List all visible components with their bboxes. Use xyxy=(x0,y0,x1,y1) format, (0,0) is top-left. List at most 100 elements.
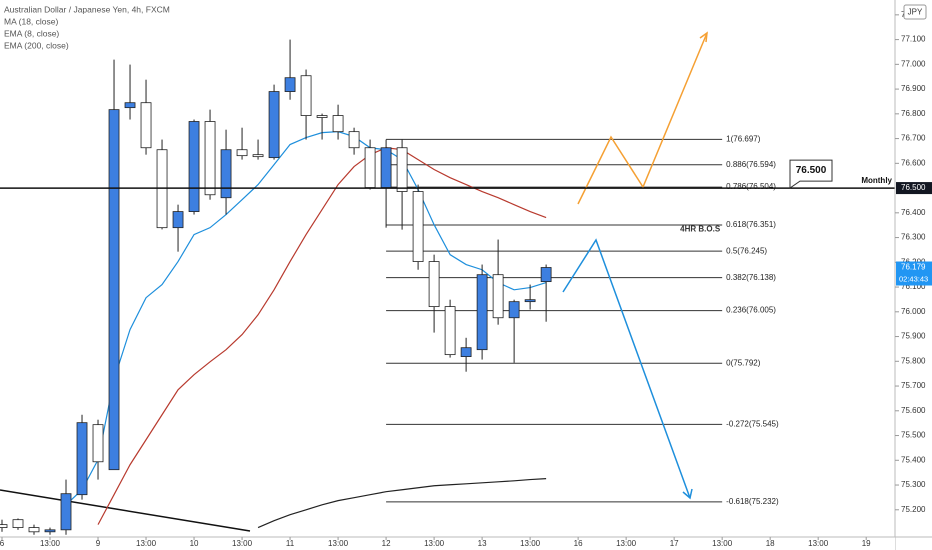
candle-body xyxy=(396,147,408,192)
axes: 77.20077.10077.00076.90076.80076.70076.6… xyxy=(0,10,932,548)
fib-levels: 1(76.697) 0.886(76.594) 0.786(76.504) 0.618… xyxy=(386,134,779,506)
overlay: 4HR B.O.S MA (18, close) EMA (8, close) EMA… xyxy=(0,16,895,233)
monthly-axis-label: 76.500 xyxy=(901,183,926,192)
candle-body xyxy=(412,191,424,262)
candle-body xyxy=(92,424,104,463)
fib-label: 0.382(76.138) xyxy=(726,273,776,282)
candle-body xyxy=(204,121,216,196)
callout-box xyxy=(789,159,833,190)
indicator-line xyxy=(97,147,547,525)
last-price-label: 76.179 xyxy=(901,263,926,272)
candle-body xyxy=(252,154,264,158)
y-tick-label: 76.400 xyxy=(901,208,926,217)
fib-label: 1(76.697) xyxy=(726,134,761,143)
y-tick-label: 75.200 xyxy=(901,505,926,514)
y-tick-label: 77.000 xyxy=(901,59,926,68)
indicator-line xyxy=(257,477,547,529)
projection-down xyxy=(562,238,691,499)
candle-body xyxy=(348,131,360,149)
fib-label: -0.272(75.545) xyxy=(726,420,779,429)
currency-box xyxy=(903,4,927,20)
y-tick-label: 76.900 xyxy=(901,84,926,93)
fib-label: 0.5(76.245) xyxy=(726,246,767,255)
candle-body xyxy=(492,274,504,319)
monthly-label: Monthly xyxy=(861,176,892,185)
legend-entry: EMA (8, close) xyxy=(4,28,59,38)
candle-body xyxy=(476,274,488,351)
x-tick-label: 13:00 xyxy=(520,539,541,548)
candle-body xyxy=(124,102,136,109)
x-tick-label: 13:00 xyxy=(424,539,445,548)
y-tick-label: 76.700 xyxy=(901,134,926,143)
candle-body xyxy=(316,115,328,118)
legend-entry: EMA (200, close) xyxy=(4,40,69,50)
fib-label: 0.786(76.504) xyxy=(726,182,776,191)
y-tick-label: 76.800 xyxy=(901,109,926,118)
callout-label: 76.500 xyxy=(796,165,827,176)
candle-body xyxy=(188,121,200,212)
projection-up xyxy=(577,32,708,205)
x-tick-label: 13:00 xyxy=(328,539,349,548)
chart-title: Australian Dollar / Japanese Yen, 4h, FX… xyxy=(4,4,170,14)
candle-body xyxy=(108,109,120,471)
candle-body xyxy=(380,147,392,188)
x-tick-label: 17 xyxy=(670,539,679,548)
y-tick-label: 76.000 xyxy=(901,307,926,316)
fib-label: 0(75.792) xyxy=(726,358,761,367)
indicators xyxy=(65,131,547,529)
time-axis xyxy=(0,537,895,550)
countdown: 02:43:43 xyxy=(899,274,928,283)
x-tick-label: 10 xyxy=(190,539,199,548)
y-tick-label: 76.300 xyxy=(901,233,926,242)
fib-label: 0.886(76.594) xyxy=(726,160,776,169)
x-tick-label: 11 xyxy=(286,539,295,548)
y-tick-label: 75.300 xyxy=(901,480,926,489)
monthly-axis-box xyxy=(896,182,932,195)
candle-body xyxy=(172,211,184,229)
candle-body xyxy=(540,267,552,283)
candle-body xyxy=(44,529,56,533)
candle-body xyxy=(0,524,8,528)
candle-body xyxy=(28,527,40,533)
arrow-head xyxy=(682,488,693,500)
arrow-head xyxy=(699,31,708,43)
candle-body xyxy=(524,299,536,303)
candle-body xyxy=(332,115,344,133)
x-tick-label: 9 xyxy=(96,539,101,548)
candle-body xyxy=(364,147,376,188)
y-tick-label: 77.100 xyxy=(901,35,926,44)
last-price-box xyxy=(896,261,932,286)
x-tick-label: 6 xyxy=(0,539,5,548)
y-tick-label: 75.800 xyxy=(901,356,926,365)
candle-body xyxy=(12,519,24,528)
candle-body xyxy=(428,261,440,308)
y-tick-label: 75.500 xyxy=(901,431,926,440)
x-tick-label: 13:00 xyxy=(40,539,61,548)
zone-label: 4HR B.O.S xyxy=(680,224,721,233)
x-tick-label: 16 xyxy=(574,539,583,548)
x-tick-label: 13:00 xyxy=(712,539,733,548)
y-tick-label: 75.900 xyxy=(901,332,926,341)
fib-label: -0.618(75.232) xyxy=(726,497,779,506)
x-tick-label: 13 xyxy=(478,539,487,548)
candle-body xyxy=(268,91,280,159)
fib-label: 0.236(76.005) xyxy=(726,306,776,315)
candle-body xyxy=(444,306,456,356)
x-tick-label: 13:00 xyxy=(808,539,829,548)
candle-body xyxy=(284,77,296,92)
candle-body xyxy=(460,347,472,357)
candle-body xyxy=(300,75,312,116)
candle-body xyxy=(60,493,72,531)
currency: JPY xyxy=(908,8,923,17)
candle-body xyxy=(508,301,520,319)
candle-body xyxy=(220,149,232,199)
x-tick-label: 18 xyxy=(766,539,775,548)
y-tick-label: 76.600 xyxy=(901,158,926,167)
y-tick-label: 75.400 xyxy=(901,455,926,464)
y-tick-label: 76.100 xyxy=(901,282,926,291)
x-tick-label: 13:00 xyxy=(232,539,253,548)
legend-entry: MA (18, close) xyxy=(4,16,58,26)
x-tick-label: 19 xyxy=(862,539,871,548)
